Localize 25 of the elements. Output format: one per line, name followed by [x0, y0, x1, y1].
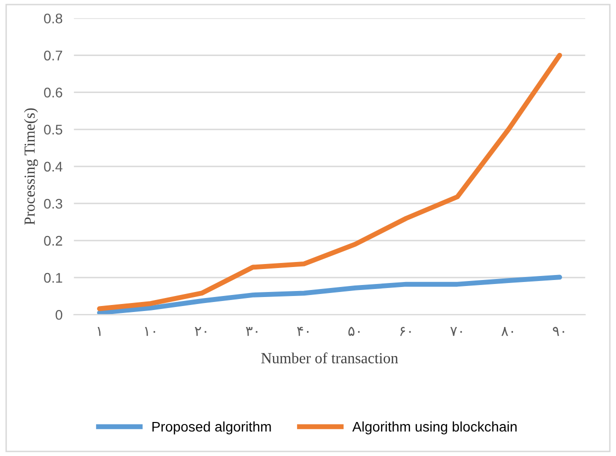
- x-tick-label: ۴۰: [297, 326, 308, 336]
- x-tick-label: ۹۰: [552, 326, 564, 336]
- y-tick-label: 0.3: [44, 198, 62, 209]
- y-tick-label: 0.2: [44, 236, 62, 246]
- y-tick-label: 0.8: [44, 14, 62, 24]
- line-series: [97, 274, 562, 315]
- x-tick-label: ۵۰: [348, 326, 360, 336]
- y-tick-label: 0: [56, 310, 62, 320]
- x-axis-title: Number of transaction: [261, 352, 398, 364]
- legend-label: Algorithm using blockchain: [352, 421, 517, 434]
- x-tick-label: ۳۰: [246, 327, 258, 336]
- y-tick-label: 0.6: [44, 88, 62, 98]
- legend-label: Proposed algorithm: [152, 421, 271, 434]
- x-tick-label: ۱: [98, 327, 100, 336]
- y-tick-label: 0.4: [44, 162, 62, 172]
- y-axis-title: Processing Time(s): [24, 108, 38, 225]
- x-tick-label: ۸۰: [501, 327, 513, 336]
- y-tick-label: 0.1: [44, 272, 62, 283]
- x-tick-label: ۱۰: [145, 327, 156, 336]
- x-tick-label: ۶۰: [400, 326, 411, 336]
- x-tick-label: ۲۰: [194, 327, 206, 336]
- y-tick-label: 0.7: [44, 50, 62, 60]
- line-series: [97, 52, 562, 312]
- y-tick-label: 0.5: [44, 124, 62, 135]
- x-tick-label: ۷۰: [450, 327, 462, 336]
